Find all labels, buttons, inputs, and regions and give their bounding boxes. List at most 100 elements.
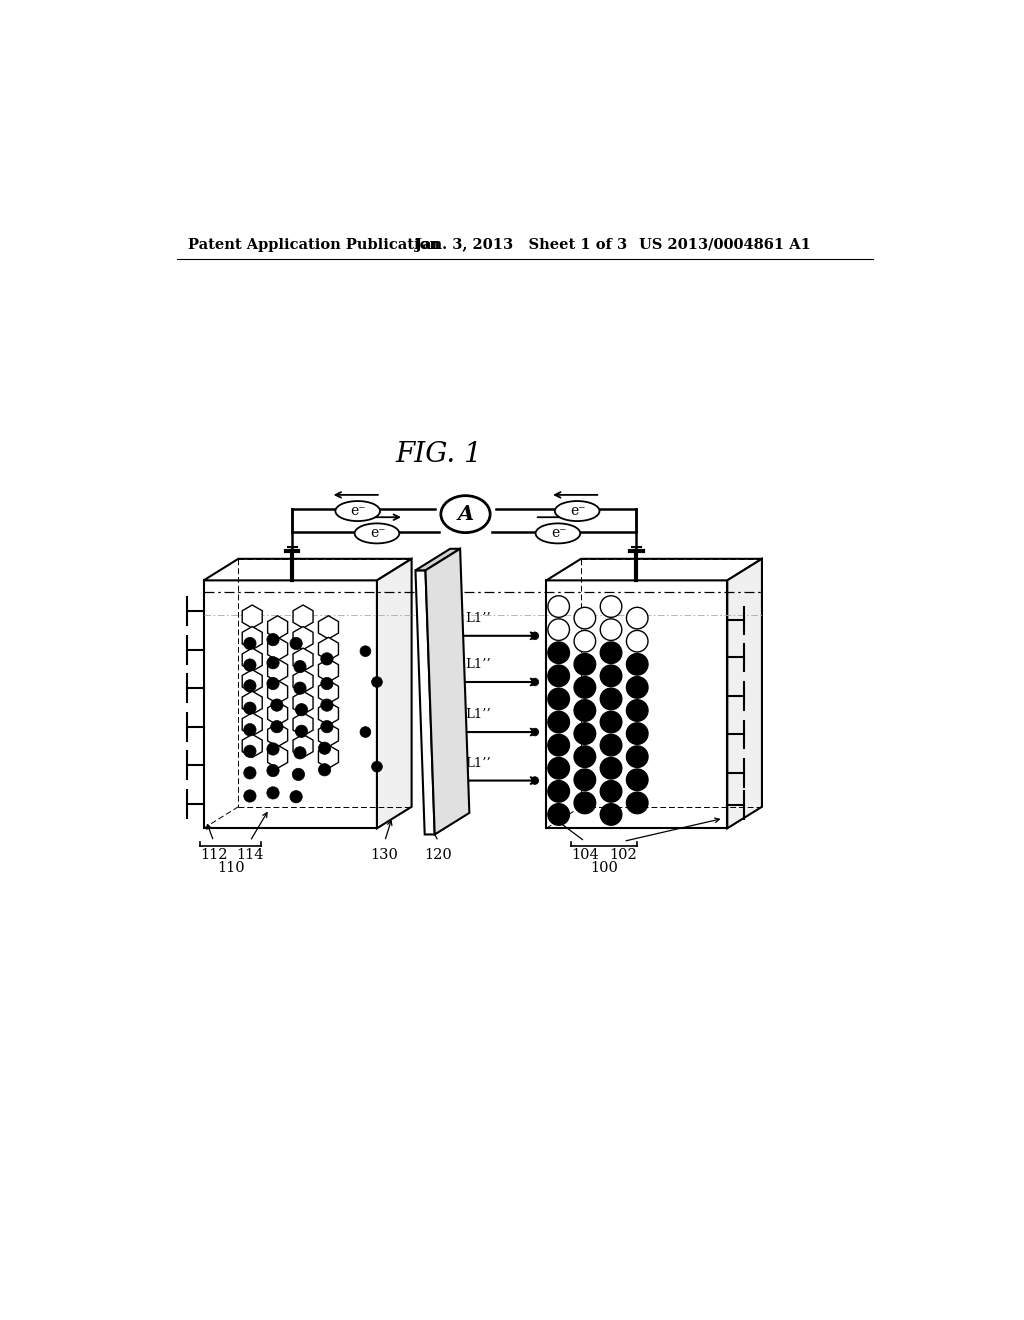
Polygon shape bbox=[267, 659, 288, 682]
Circle shape bbox=[627, 792, 648, 813]
Circle shape bbox=[372, 762, 382, 772]
Text: 110: 110 bbox=[217, 862, 245, 875]
Circle shape bbox=[531, 776, 539, 784]
Text: 104: 104 bbox=[571, 847, 599, 862]
Polygon shape bbox=[293, 648, 313, 671]
Text: e⁻: e⁻ bbox=[551, 527, 566, 540]
Circle shape bbox=[267, 787, 280, 799]
Ellipse shape bbox=[354, 524, 399, 544]
Circle shape bbox=[244, 744, 256, 758]
Circle shape bbox=[574, 770, 596, 791]
Polygon shape bbox=[416, 570, 435, 834]
Polygon shape bbox=[243, 648, 262, 671]
Polygon shape bbox=[243, 692, 262, 714]
Circle shape bbox=[267, 634, 280, 645]
Circle shape bbox=[290, 638, 302, 649]
Circle shape bbox=[321, 700, 333, 711]
Polygon shape bbox=[318, 638, 339, 660]
Ellipse shape bbox=[536, 524, 581, 544]
Circle shape bbox=[318, 742, 331, 755]
Circle shape bbox=[548, 665, 569, 686]
Text: 120: 120 bbox=[425, 847, 453, 862]
Circle shape bbox=[294, 747, 306, 759]
Text: 102: 102 bbox=[609, 847, 637, 862]
Text: 130: 130 bbox=[371, 847, 398, 862]
Circle shape bbox=[244, 789, 256, 803]
Circle shape bbox=[600, 711, 622, 733]
Circle shape bbox=[600, 642, 622, 664]
Circle shape bbox=[321, 721, 333, 733]
Circle shape bbox=[627, 653, 648, 675]
Circle shape bbox=[574, 700, 596, 721]
Circle shape bbox=[270, 700, 283, 711]
Circle shape bbox=[360, 645, 371, 656]
Circle shape bbox=[548, 711, 569, 733]
Circle shape bbox=[627, 723, 648, 744]
Circle shape bbox=[290, 791, 302, 803]
Circle shape bbox=[270, 721, 283, 733]
Circle shape bbox=[627, 631, 648, 652]
Circle shape bbox=[600, 780, 622, 803]
Polygon shape bbox=[318, 659, 339, 682]
Circle shape bbox=[244, 767, 256, 779]
Circle shape bbox=[574, 607, 596, 628]
Polygon shape bbox=[318, 723, 339, 747]
Text: A: A bbox=[458, 504, 474, 524]
Text: 100: 100 bbox=[590, 862, 618, 875]
Circle shape bbox=[295, 725, 307, 738]
Circle shape bbox=[600, 619, 622, 640]
Text: L1’’: L1’’ bbox=[466, 659, 492, 671]
Circle shape bbox=[548, 758, 569, 779]
Text: 112: 112 bbox=[200, 847, 227, 862]
Text: FIG. 1: FIG. 1 bbox=[395, 441, 482, 469]
Circle shape bbox=[600, 688, 622, 710]
Polygon shape bbox=[267, 615, 288, 639]
Text: L1’’: L1’’ bbox=[466, 612, 492, 626]
Circle shape bbox=[244, 723, 256, 737]
Polygon shape bbox=[267, 681, 288, 704]
Polygon shape bbox=[318, 615, 339, 639]
Polygon shape bbox=[293, 605, 313, 628]
Text: US 2013/0004861 A1: US 2013/0004861 A1 bbox=[639, 238, 811, 252]
Circle shape bbox=[548, 642, 569, 664]
Circle shape bbox=[548, 619, 569, 640]
Ellipse shape bbox=[441, 496, 490, 533]
Polygon shape bbox=[267, 702, 288, 725]
Polygon shape bbox=[377, 558, 412, 829]
Polygon shape bbox=[243, 734, 262, 758]
Circle shape bbox=[267, 677, 280, 689]
Polygon shape bbox=[243, 627, 262, 649]
Circle shape bbox=[548, 734, 569, 756]
Polygon shape bbox=[204, 558, 412, 581]
Polygon shape bbox=[293, 734, 313, 758]
Circle shape bbox=[548, 804, 569, 825]
Polygon shape bbox=[243, 605, 262, 628]
Circle shape bbox=[244, 680, 256, 692]
Polygon shape bbox=[425, 549, 469, 834]
Text: e⁻: e⁻ bbox=[370, 527, 386, 540]
Circle shape bbox=[267, 743, 280, 755]
Polygon shape bbox=[318, 744, 339, 768]
Circle shape bbox=[574, 746, 596, 767]
Circle shape bbox=[600, 758, 622, 779]
Text: e⁻: e⁻ bbox=[350, 504, 367, 517]
Text: 114: 114 bbox=[237, 847, 263, 862]
Text: e⁻: e⁻ bbox=[570, 504, 586, 517]
Circle shape bbox=[244, 702, 256, 714]
Circle shape bbox=[531, 678, 539, 686]
Circle shape bbox=[372, 677, 382, 688]
Polygon shape bbox=[293, 669, 313, 693]
Circle shape bbox=[574, 653, 596, 675]
Polygon shape bbox=[727, 558, 762, 829]
Text: L1’’: L1’’ bbox=[466, 709, 492, 721]
Circle shape bbox=[627, 607, 648, 628]
Circle shape bbox=[574, 631, 596, 652]
Polygon shape bbox=[267, 723, 288, 747]
Polygon shape bbox=[243, 713, 262, 737]
Circle shape bbox=[294, 660, 306, 673]
Circle shape bbox=[548, 595, 569, 618]
Circle shape bbox=[244, 638, 256, 649]
Circle shape bbox=[548, 688, 569, 710]
Circle shape bbox=[627, 746, 648, 767]
Polygon shape bbox=[267, 638, 288, 660]
